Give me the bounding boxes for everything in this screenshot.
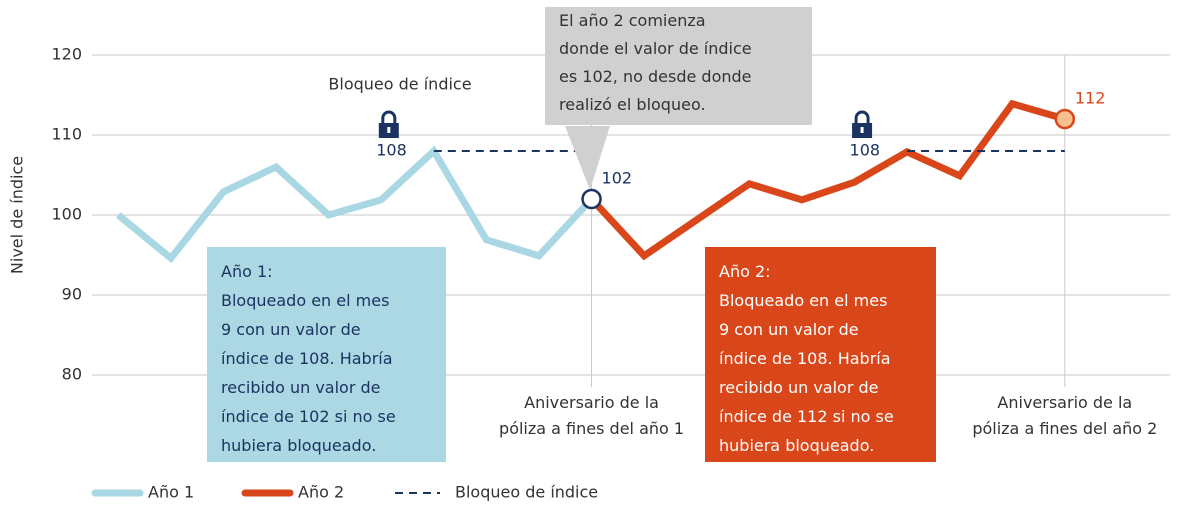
callout-pointer (565, 126, 610, 190)
annotation-box: Año 2: Bloqueado en el mes 9 con un valo… (705, 247, 936, 462)
point-marker (1054, 108, 1076, 130)
y-tick-label: 110 (51, 125, 82, 144)
point-label: 112 (1075, 89, 1106, 108)
lock-label: 108 (376, 141, 407, 160)
x-tick-label: Aniversario de la póliza a fines del año… (972, 393, 1158, 438)
legend-label: Año 1 (148, 483, 194, 502)
lock-hole (860, 127, 864, 133)
point-marker (581, 188, 602, 210)
point-label: 102 (602, 169, 633, 188)
x-tick-label: Aniversario de la póliza a fines del año… (499, 393, 685, 438)
series-line (588, 99, 1066, 261)
legend-label: Año 2 (298, 483, 344, 502)
y-axis-label: Nivel de índice (8, 156, 27, 274)
y-tick-label: 80 (62, 365, 82, 384)
callout: El año 2 comienza donde el valor de índi… (545, 7, 812, 125)
lock-shackle (854, 110, 870, 123)
lock-label: 108 (850, 141, 881, 160)
y-tick-label: 90 (62, 285, 82, 304)
lock-hole (387, 127, 391, 133)
y-tick-label: 100 (51, 205, 82, 224)
annotation-box: Año 1: Bloqueado en el mes 9 con un valo… (207, 247, 446, 462)
legend-label: Bloqueo de índice (455, 483, 598, 502)
lock-title: Bloqueo de índice (328, 75, 471, 94)
lock-shackle (381, 110, 397, 123)
y-tick-label: 120 (51, 45, 82, 64)
series-line (116, 145, 595, 264)
